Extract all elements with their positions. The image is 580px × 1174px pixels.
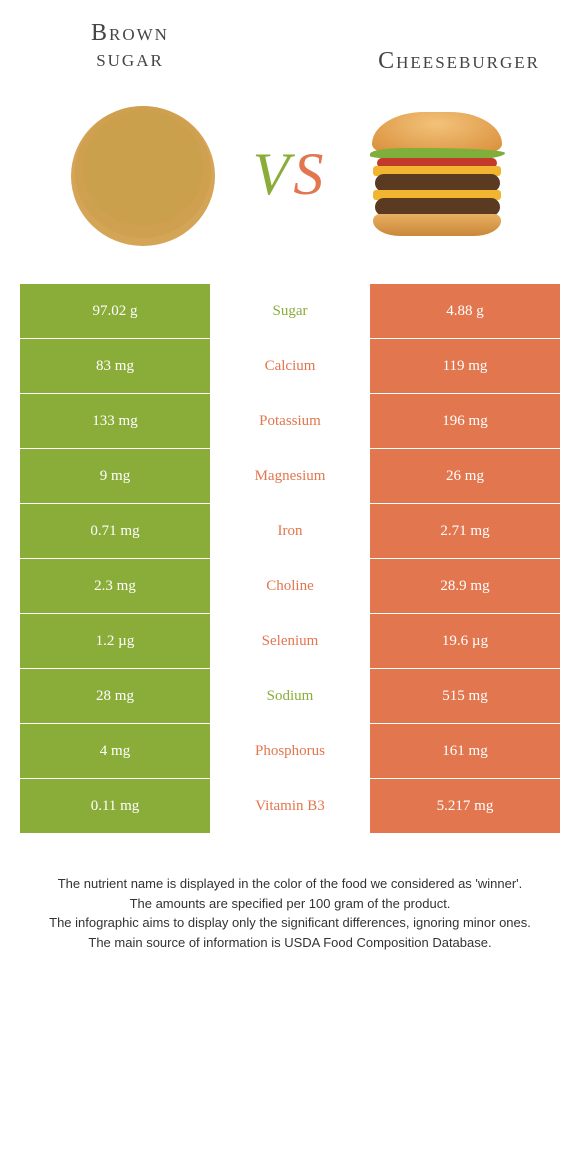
table-row: 28 mgSodium515 mg (20, 669, 560, 724)
right-value: 5.217 mg (370, 779, 560, 834)
vs-v: V (253, 141, 294, 207)
left-value: 0.11 mg (20, 779, 210, 834)
right-value: 119 mg (370, 339, 560, 394)
right-value: 4.88 g (370, 284, 560, 339)
vs-label: VS (253, 140, 328, 209)
nutrient-name: Selenium (210, 614, 370, 669)
left-value: 9 mg (20, 449, 210, 504)
footer-line-1: The nutrient name is displayed in the co… (30, 874, 550, 894)
nutrient-name: Vitamin B3 (210, 779, 370, 834)
table-row: 83 mgCalcium119 mg (20, 339, 560, 394)
nutrient-name: Sugar (210, 284, 370, 339)
left-value: 133 mg (20, 394, 210, 449)
right-value: 19.6 µg (370, 614, 560, 669)
left-value: 97.02 g (20, 284, 210, 339)
table-row: 1.2 µgSelenium19.6 µg (20, 614, 560, 669)
table-row: 4 mgPhosphorus161 mg (20, 724, 560, 779)
left-value: 28 mg (20, 669, 210, 724)
nutrient-name: Potassium (210, 394, 370, 449)
nutrient-name: Phosphorus (210, 724, 370, 779)
nutrient-name: Iron (210, 504, 370, 559)
right-value: 26 mg (370, 449, 560, 504)
table-row: 0.11 mgVitamin B35.217 mg (20, 779, 560, 834)
brown-sugar-icon (63, 94, 223, 254)
header: Brown sugar Cheeseburger (0, 0, 580, 84)
footer-line-3: The infographic aims to display only the… (30, 913, 550, 933)
left-food-title: Brown sugar (40, 20, 220, 73)
right-food-name: Cheeseburger (378, 48, 540, 74)
right-food-title: Cheeseburger (320, 20, 540, 74)
footer-notes: The nutrient name is displayed in the co… (0, 834, 580, 952)
right-value: 196 mg (370, 394, 560, 449)
nutrient-table: 97.02 gSugar4.88 g83 mgCalcium119 mg133 … (20, 284, 560, 834)
vs-s: S (293, 141, 327, 207)
left-food-name-line1: Brown (91, 20, 169, 46)
left-food-name-line2: sugar (96, 46, 164, 72)
footer-line-2: The amounts are specified per 100 gram o… (30, 894, 550, 914)
table-row: 133 mgPotassium196 mg (20, 394, 560, 449)
cheeseburger-icon (357, 94, 517, 254)
right-value: 2.71 mg (370, 504, 560, 559)
table-row: 2.3 mgCholine28.9 mg (20, 559, 560, 614)
right-value: 515 mg (370, 669, 560, 724)
left-value: 4 mg (20, 724, 210, 779)
left-value: 2.3 mg (20, 559, 210, 614)
nutrient-name: Calcium (210, 339, 370, 394)
left-value: 0.71 mg (20, 504, 210, 559)
nutrient-name: Magnesium (210, 449, 370, 504)
table-row: 97.02 gSugar4.88 g (20, 284, 560, 339)
table-row: 0.71 mgIron2.71 mg (20, 504, 560, 559)
footer-line-4: The main source of information is USDA F… (30, 933, 550, 953)
right-value: 28.9 mg (370, 559, 560, 614)
left-value: 1.2 µg (20, 614, 210, 669)
nutrient-name: Sodium (210, 669, 370, 724)
nutrient-name: Choline (210, 559, 370, 614)
left-value: 83 mg (20, 339, 210, 394)
right-value: 161 mg (370, 724, 560, 779)
vs-row: VS (0, 84, 580, 284)
table-row: 9 mgMagnesium26 mg (20, 449, 560, 504)
